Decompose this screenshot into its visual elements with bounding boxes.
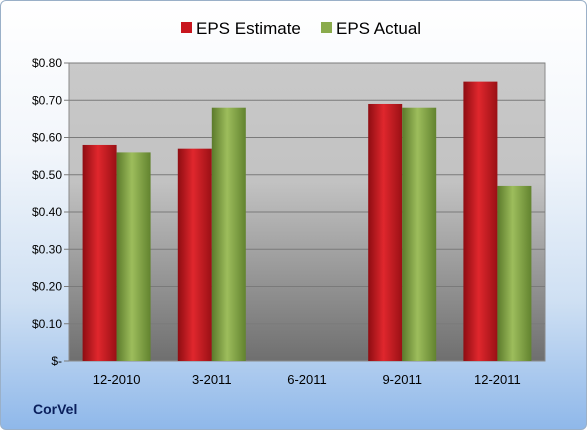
brand-label: CorVel: [33, 401, 78, 417]
bar-eps-actual-9-2011: [402, 107, 437, 361]
bars: [82, 81, 532, 361]
bar-eps-actual-3-2011: [211, 107, 246, 361]
x-tick-label: 6-2011: [287, 372, 327, 387]
y-tick-label: $0.40: [32, 205, 62, 219]
y-tick-label: $0.10: [32, 317, 62, 331]
y-tick-label: $0.70: [32, 93, 62, 107]
y-tick-label: $0.20: [32, 280, 62, 294]
legend-label: EPS Actual: [336, 19, 421, 38]
bar-eps-estimate-12-2010: [82, 144, 117, 361]
x-tick-label: 12-2010: [93, 372, 141, 387]
bar-eps-actual-12-2011: [497, 185, 532, 361]
x-tick-label: 12-2011: [474, 372, 521, 387]
legend-swatch: [181, 22, 192, 33]
x-tick-label: 9-2011: [382, 372, 422, 387]
y-tick-label: $-: [51, 354, 62, 368]
y-tick-label: $0.50: [32, 168, 62, 182]
x-axis-ticks: 12-2010 3-2011 6-2011 9-2011 12-2011: [93, 372, 521, 387]
legend-label: EPS Estimate: [196, 19, 301, 38]
y-tick-label: $0.80: [32, 56, 62, 70]
y-axis-ticks: $- $0.10 $0.20 $0.30 $0.40 $0.50 $0.60 $0.70 $0.…: [32, 56, 69, 368]
x-tick-label: 3-2011: [192, 372, 232, 387]
y-tick-label: $0.30: [32, 242, 62, 256]
y-tick-label: $0.60: [32, 131, 62, 145]
bar-eps-estimate-12-2011: [463, 81, 498, 361]
bar-eps-estimate-9-2011: [368, 103, 403, 361]
legend-swatch: [321, 22, 332, 33]
legend: EPS Estimate EPS Actual: [181, 19, 421, 38]
bar-eps-estimate-3-2011: [177, 148, 212, 361]
bar-eps-actual-12-2010: [116, 152, 151, 361]
